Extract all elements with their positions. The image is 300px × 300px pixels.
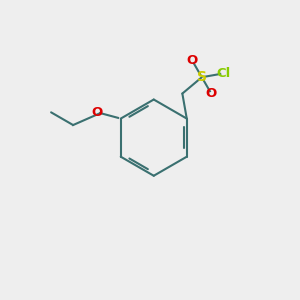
Text: O: O	[187, 54, 198, 67]
Text: Cl: Cl	[216, 67, 230, 80]
Text: O: O	[206, 87, 217, 100]
Text: O: O	[92, 106, 103, 119]
Text: S: S	[197, 70, 207, 84]
